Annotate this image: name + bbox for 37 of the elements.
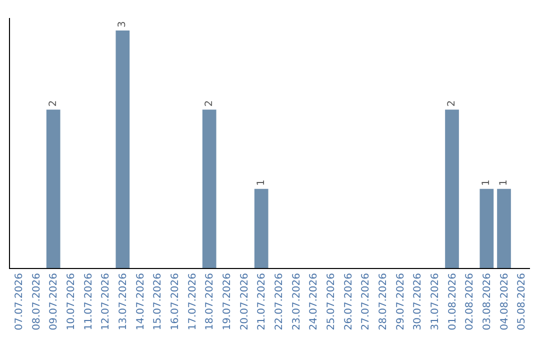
- x-tick-label: 14.07.2026: [135, 273, 146, 330]
- x-tick-label: 11.07.2026: [83, 273, 94, 330]
- data-label: 1: [256, 179, 267, 186]
- x-tick-label: 03.08.2026: [482, 273, 493, 330]
- data-label: 2: [48, 100, 59, 107]
- x-tick-label: 13.07.2026: [118, 273, 129, 330]
- x-tick-label: 07.07.2026: [14, 273, 25, 330]
- x-tick-label: 20.07.2026: [239, 273, 250, 330]
- x-tick-label: 25.07.2026: [326, 273, 337, 330]
- x-tick-label: 24.07.2026: [308, 273, 320, 330]
- x-tick-label: 30.07.2026: [412, 273, 424, 330]
- x-tick-label: 19.07.2026: [222, 273, 233, 330]
- x-tick-label: 05.08.2026: [516, 273, 528, 330]
- x-tick-label: 01.08.2026: [447, 273, 458, 330]
- x-tick-label: 04.08.2026: [499, 273, 510, 330]
- x-tick-label: 21.07.2026: [256, 273, 268, 330]
- data-label: 2: [204, 100, 215, 107]
- x-tick-label: 27.07.2026: [360, 273, 372, 330]
- x-tick-label: 10.07.2026: [66, 273, 77, 330]
- x-tick-label: 26.07.2026: [343, 273, 354, 330]
- x-tick-label: 29.07.2026: [395, 273, 406, 330]
- x-tick-label: 08.07.2026: [31, 273, 42, 330]
- x-tick-label: 23.07.2026: [291, 273, 302, 330]
- data-label: 1: [498, 179, 510, 186]
- x-tick-label: 31.07.2026: [430, 273, 441, 330]
- x-tick-label: 15.07.2026: [152, 273, 164, 330]
- data-label: 3: [117, 21, 128, 28]
- x-tick-label: 18.07.2026: [204, 273, 216, 330]
- x-tick-label: 17.07.2026: [187, 273, 198, 330]
- x-tick-label: 09.07.2026: [48, 273, 60, 330]
- x-tick-label: 16.07.2026: [170, 273, 181, 330]
- x-tick-label: 28.07.2026: [378, 273, 389, 330]
- x-tick-label: 02.08.2026: [464, 273, 476, 330]
- x-tick-label: 12.07.2026: [100, 273, 112, 330]
- data-label: 2: [446, 100, 458, 107]
- data-label: 1: [481, 179, 492, 186]
- x-tick-label: 22.07.2026: [274, 273, 285, 330]
